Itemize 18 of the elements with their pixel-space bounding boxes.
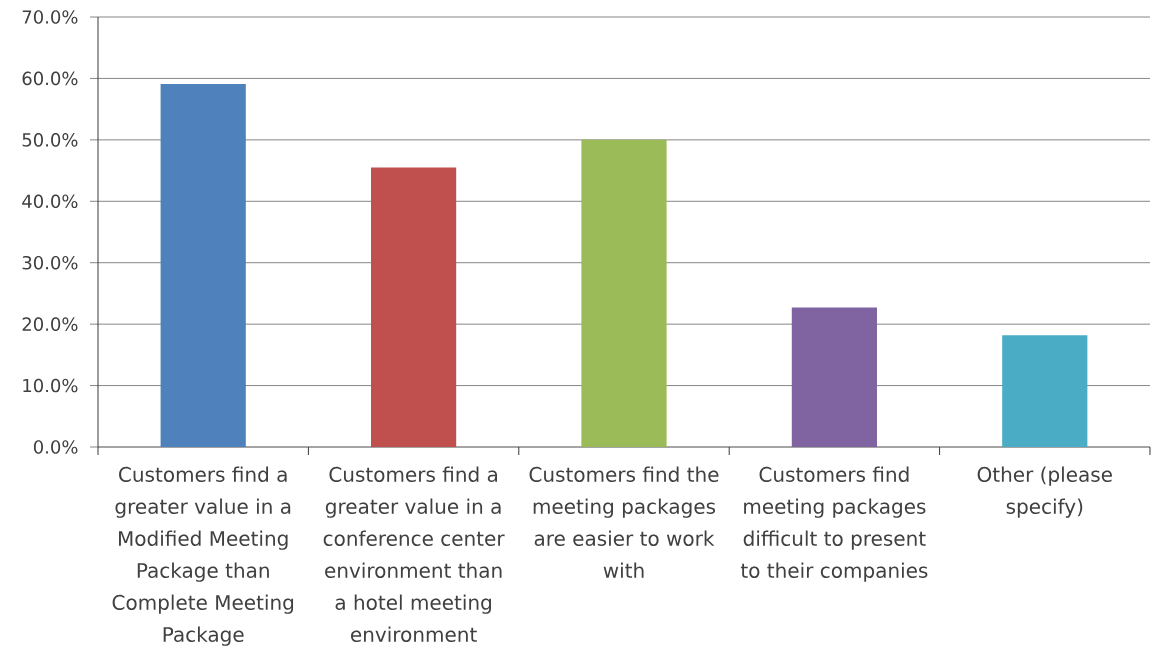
y-tick-label: 40.0% bbox=[22, 194, 78, 209]
y-tick-label: 50.0% bbox=[22, 133, 78, 147]
bar bbox=[370, 167, 457, 447]
y-tick-label: 70.0% bbox=[22, 10, 78, 24]
y-tick-label: 30.0% bbox=[22, 255, 78, 270]
bar bbox=[581, 139, 667, 447]
x-tick-label: Customers find the meeting packages are easier to work with bbox=[529, 466, 719, 578]
x-tick-label: Customers find a greater value in a conference center environment than a hotel meeting environment bbox=[323, 466, 505, 642]
x-tick-label: Other (please specify) bbox=[977, 466, 1112, 518]
bar bbox=[1002, 335, 1088, 447]
y-tick-label: 60.0% bbox=[22, 71, 78, 86]
y-tick-label: 20.0% bbox=[22, 317, 78, 331]
x-tick-label: Customers find a greater value in a Modified Meeting Package than Complete Meeting Package bbox=[112, 466, 294, 646]
y-tick-label: 10.0% bbox=[23, 378, 78, 393]
x-tick-label: Customers find meeting packages difficult to present to their companies bbox=[740, 466, 928, 582]
bar bbox=[791, 307, 877, 447]
y-tick-label: 0.0% bbox=[33, 440, 78, 454]
bar bbox=[160, 83, 246, 447]
